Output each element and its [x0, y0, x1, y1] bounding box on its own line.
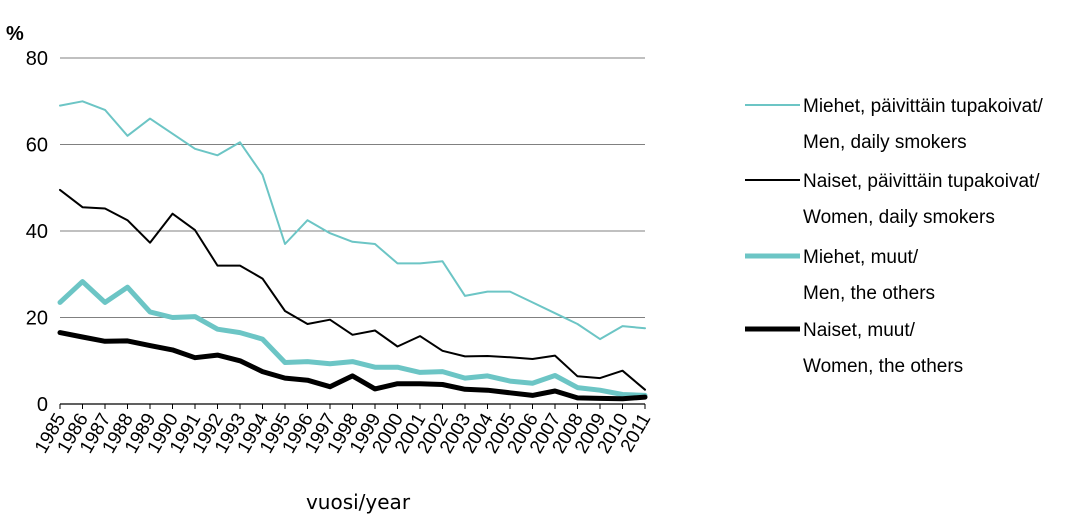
series-line-2	[59, 188, 646, 391]
legend-label: Naiset, päivittäin tupakoivat/	[803, 171, 1040, 192]
y-tick-label: 0	[37, 394, 48, 416]
legend-label: Naiset, muut/	[803, 320, 916, 341]
y-axis-label: %	[6, 23, 24, 45]
legend-label-line2: Men, the others	[803, 283, 935, 304]
gridlines	[60, 57, 645, 405]
legend-label-line2: Women, the others	[803, 356, 963, 377]
series-lines	[57, 100, 648, 402]
series-line-3	[57, 279, 648, 398]
y-tick-label: 80	[26, 48, 48, 70]
legend-label-line2: Men, daily smokers	[803, 132, 967, 153]
series-line-1	[59, 100, 646, 341]
x-axis-label: vuosi/year	[306, 490, 411, 514]
legend-label: Miehet, päivittäin tupakoivat/	[803, 96, 1043, 117]
legend-label-line2: Women, daily smokers	[803, 207, 995, 228]
legend: Miehet, päivittäin tupakoivat/Men, daily…	[745, 96, 1043, 377]
y-tick-labels: 0 20 40 60 80	[26, 48, 48, 416]
series-line-4	[57, 330, 648, 402]
legend-label: Miehet, muut/	[803, 247, 919, 268]
y-tick-label: 60	[26, 135, 48, 157]
y-tick-label: 20	[26, 308, 48, 330]
y-tick-label: 40	[26, 221, 48, 243]
x-tick-labels: 1985198619871988198919901991199219931994…	[31, 404, 655, 457]
